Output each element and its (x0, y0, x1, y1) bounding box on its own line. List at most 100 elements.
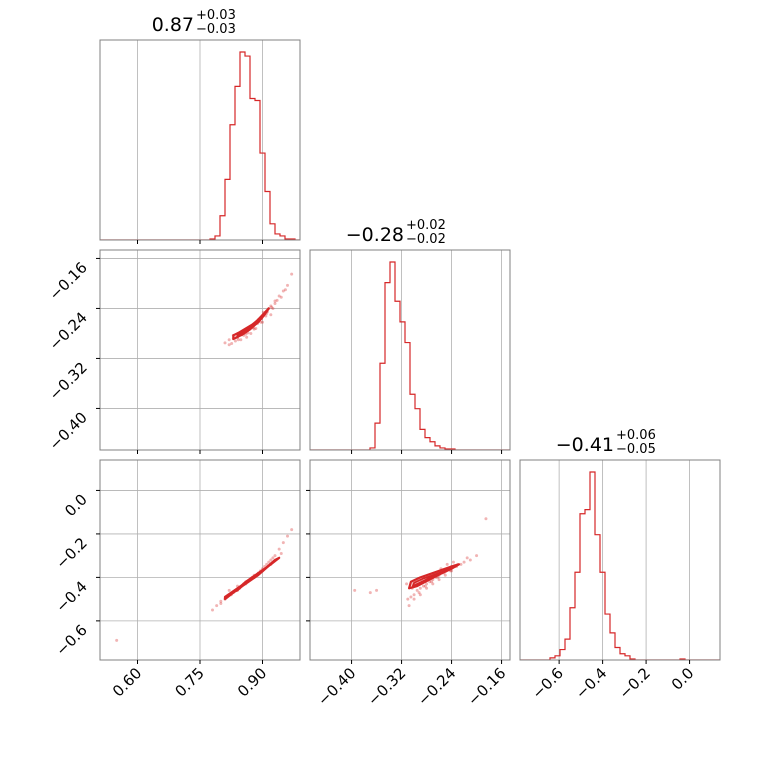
y-tick-label: −0.40 (46, 409, 91, 454)
contour-line (416, 570, 448, 586)
scatter-point (353, 588, 357, 592)
histogram-panel (309, 249, 511, 454)
scatter-point (459, 562, 463, 566)
scatter-point (406, 597, 410, 601)
axes-frame (309, 459, 511, 661)
histogram-panel (99, 39, 301, 244)
scatter-point (462, 560, 466, 564)
scatter-point (279, 295, 283, 299)
panel-title-plus: +0.02 (406, 218, 446, 233)
scatter-point (245, 335, 249, 339)
scatter-point (279, 551, 283, 555)
scatter-panel: −0.40−0.32−0.24−0.16 (306, 459, 511, 709)
scatter-point (443, 573, 447, 577)
histogram-step (310, 261, 510, 450)
axes-frame (309, 249, 511, 451)
scatter-point (451, 560, 455, 564)
x-tick-label: 0.60 (109, 664, 145, 700)
contour-line (240, 315, 264, 337)
scatter-point (475, 554, 479, 558)
panel-title-minus: −0.03 (196, 22, 236, 37)
scatter-point (417, 591, 421, 595)
contour-line (232, 563, 272, 594)
scatter-point (271, 306, 275, 310)
scatter-point (261, 320, 264, 324)
scatter-point (239, 338, 243, 342)
panel-title-plus: +0.06 (616, 428, 656, 443)
scatter-point (425, 582, 429, 586)
scatter-point (219, 599, 223, 603)
x-tick-label: −0.2 (615, 664, 653, 702)
scatter-point (275, 298, 279, 302)
scatter-point (412, 597, 416, 601)
panel-title-minus: −0.02 (406, 232, 446, 247)
scatter-point (227, 343, 231, 347)
x-tick-label: 0.75 (171, 664, 207, 700)
scatter-panel: −0.40 −0.32 −0.24 −0.16 (46, 249, 301, 454)
scatter-point (368, 591, 372, 595)
y-tick-label: 0.0 (61, 491, 91, 521)
scatter-point (227, 588, 231, 592)
scatter-point (223, 341, 227, 345)
scatter-point (249, 331, 253, 335)
scatter-point (265, 562, 269, 566)
scatter-point (254, 326, 258, 330)
scatter-point (465, 556, 469, 560)
scatter-point (412, 593, 416, 597)
scatter-point (269, 558, 273, 562)
scatter-point (283, 288, 287, 292)
scatter-point (418, 593, 422, 597)
scatter-point (418, 586, 422, 590)
panel-title-plus: +0.03 (196, 8, 236, 23)
scatter-point (273, 299, 277, 303)
scatter-point (115, 638, 119, 642)
panel-title-value: −0.41 (556, 434, 614, 456)
scatter-point (290, 528, 294, 532)
x-tick-label: −0.32 (364, 664, 409, 709)
scatter-point (230, 341, 234, 345)
scatter-point (281, 289, 285, 293)
scatter-point (269, 304, 273, 308)
scatter-point (405, 582, 409, 586)
y-tick-label: −0.24 (46, 309, 91, 354)
scatter-point (375, 588, 379, 592)
scatter-point (445, 562, 449, 566)
scatter-point (425, 586, 429, 590)
scatter-point (252, 327, 256, 331)
scatter-point (407, 604, 411, 608)
scatter-point (468, 558, 472, 562)
scatter-point (277, 294, 281, 298)
scatter-point (269, 313, 273, 317)
histogram-step (520, 471, 720, 660)
scatter-point (267, 560, 271, 564)
x-tick-label: 0.90 (234, 664, 270, 700)
x-tick-label: −0.6 (528, 664, 566, 702)
scatter-point (215, 604, 219, 608)
scatter-point (409, 595, 413, 599)
scatter-point (236, 338, 240, 342)
scatter-point (286, 283, 289, 287)
x-tick-label: −0.40 (314, 664, 359, 709)
x-tick-label: −0.16 (464, 664, 509, 709)
scatter-point (431, 582, 435, 586)
scatter-point (430, 580, 434, 584)
scatter-point (227, 338, 231, 342)
y-tick-label: −0.6 (52, 621, 90, 659)
x-tick-label: 0.0 (668, 664, 698, 694)
scatter-point (484, 517, 488, 521)
scatter-point (211, 608, 214, 612)
scatter-point (270, 305, 274, 309)
histogram-step (100, 51, 300, 240)
y-tick-label: −0.16 (46, 259, 91, 304)
panel-title-minus: −0.05 (616, 442, 656, 457)
panel-title-value: −0.28 (346, 224, 404, 246)
y-tick-label: −0.32 (46, 359, 91, 404)
scatter-point (290, 272, 294, 276)
scatter-point (273, 554, 277, 558)
scatter-point (281, 541, 285, 545)
scatter-point (421, 584, 425, 588)
scatter-point (277, 547, 281, 551)
x-tick-label: −0.24 (414, 664, 459, 709)
axes-frame (519, 459, 721, 661)
